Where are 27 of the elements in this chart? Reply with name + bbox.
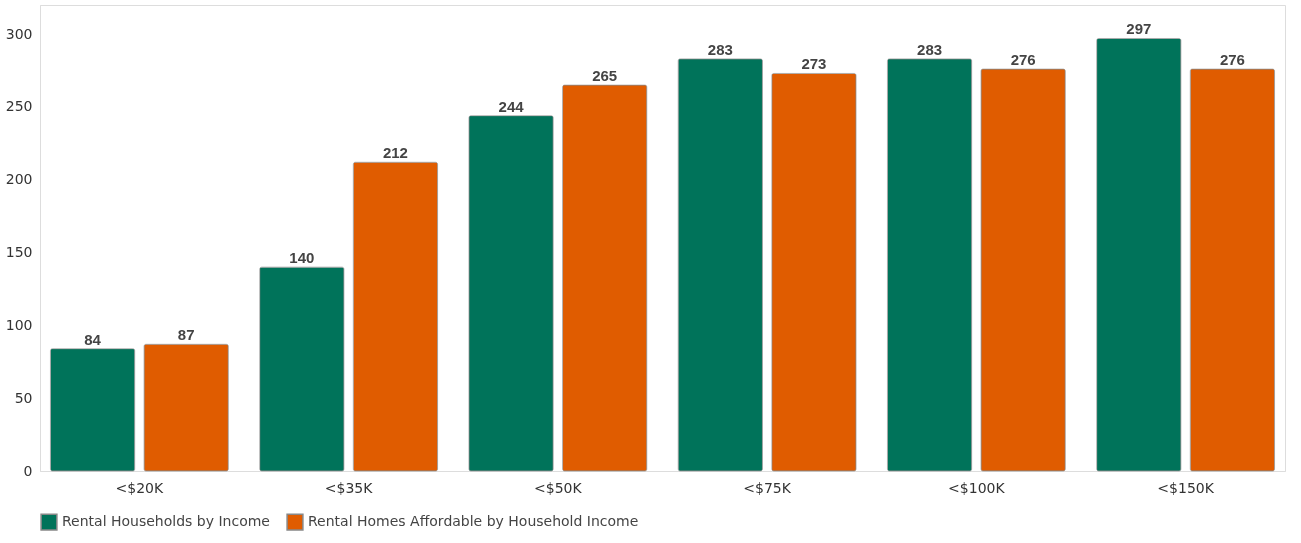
data-label: 265 [592, 67, 618, 85]
data-label: 87 [177, 326, 195, 344]
data-label: 273 [801, 55, 827, 73]
legend-label: Rental Households by Income [62, 513, 270, 530]
data-label: 283 [917, 40, 943, 58]
y-tick-label: 100 [5, 316, 33, 333]
data-label: 276 [1010, 51, 1036, 69]
x-tick-label: <$50K [534, 479, 583, 496]
y-tick-label: 200 [5, 171, 33, 188]
data-label: 276 [1219, 51, 1245, 69]
x-tick-label: <$35K [324, 479, 374, 496]
legend-label: Rental Homes Affordable by Household Income [308, 513, 639, 530]
data-label: 84 [84, 330, 102, 348]
data-label: 212 [382, 144, 408, 162]
data-label: 297 [1126, 20, 1152, 38]
y-tick-label: 150 [5, 244, 33, 261]
y-tick-label: 250 [5, 98, 33, 115]
x-tick-label: <$20K [115, 479, 165, 496]
data-label: 140 [289, 249, 315, 267]
y-tick-label: 50 [14, 389, 33, 406]
x-tick-label: <$100K [948, 479, 1006, 496]
y-tick-label: 0 [23, 462, 33, 479]
y-tick-label: 300 [5, 25, 33, 42]
data-label: 283 [707, 40, 733, 58]
data-label: 244 [498, 97, 525, 115]
x-tick-label: <$150K [1157, 479, 1215, 496]
x-tick-label: <$75K [743, 479, 792, 496]
